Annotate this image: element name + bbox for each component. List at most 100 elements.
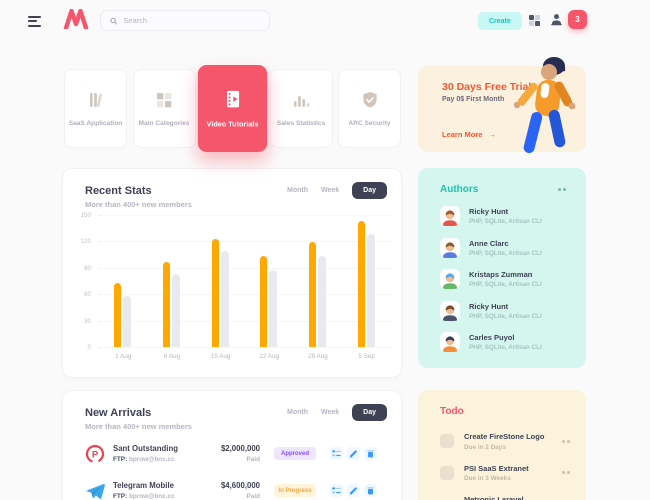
category-card-arc-security[interactable]: ARC Security xyxy=(338,69,401,148)
arrival-list: P Sant Outstanding FTP: bprow@bnc.cc $2,000… xyxy=(63,435,401,500)
bar-group[interactable]: 15 Aug xyxy=(206,215,236,360)
notification-badge[interactable]: 3 xyxy=(568,10,587,29)
author-detail: PHP, SQLite, Artisan CLI xyxy=(469,312,542,320)
y-axis-tick: 150 xyxy=(80,212,91,219)
arrow-right-icon: → xyxy=(488,130,496,139)
trial-title: 30 Days Free Trial xyxy=(442,81,532,93)
author-list-item[interactable]: Carles Puyol PHP, SQLite, Artisan CLI xyxy=(440,332,572,352)
x-axis-label: 8 Aug xyxy=(163,353,181,360)
author-detail: PHP, SQLite, Artisan CLI xyxy=(469,281,542,288)
checkbox[interactable] xyxy=(440,434,454,449)
bar-current xyxy=(260,256,268,347)
y-axis-tick: 0 xyxy=(87,344,91,351)
authors-title: Authors xyxy=(440,184,479,195)
telegram-icon xyxy=(85,481,105,500)
todo-list: Create FireStone Logo Due in 2 Days PSI Sa… xyxy=(440,432,570,500)
bar-group[interactable]: 5 Sep xyxy=(352,215,382,360)
avatar xyxy=(440,269,460,289)
author-detail: PHP, SQLite, Artisan CLI xyxy=(469,218,542,225)
table-row-telegram-mobile: Telegram Mobile FTP: bprow@bnc.cc $4,600,0… xyxy=(63,472,401,500)
apps-grid-icon[interactable] xyxy=(529,15,540,26)
category-label: SaaS Application xyxy=(68,119,123,127)
x-axis-label: 29 Aug xyxy=(308,353,328,360)
y-axis-tick: 60 xyxy=(83,291,91,299)
ftp-value: bprow@bnc.cc xyxy=(128,455,175,463)
gridline xyxy=(99,215,391,216)
author-list-item[interactable]: Ricky Hunt PHP, SQLite, Artisan CLI xyxy=(440,300,572,321)
logo-icon xyxy=(63,8,89,31)
recent-stats-title: Recent Stats xyxy=(85,185,152,197)
more-options-icon[interactable] xyxy=(562,439,570,443)
authors-card: Authors Ricky Hunt PHP, SQLite, Artisan C… xyxy=(418,168,586,368)
bar-group[interactable]: 8 Aug xyxy=(157,215,187,360)
search-input[interactable] xyxy=(123,16,260,25)
ftp-label: FTP: xyxy=(113,492,128,500)
category-label: Sales Statistics xyxy=(276,119,326,127)
x-axis-label: 1 Aug xyxy=(115,353,132,360)
todo-item-title: Create FireStone Logo xyxy=(464,432,545,441)
author-list-item[interactable]: Kristaps Zumman PHP, SQLite, Artisan CLI xyxy=(440,269,572,289)
create-button[interactable]: Create xyxy=(478,12,522,30)
y-axis-tick: 90 xyxy=(83,264,91,272)
tab-month[interactable]: Month xyxy=(286,187,308,194)
bar-group[interactable]: 1 Aug xyxy=(108,215,138,360)
todo-item: PSI SaaS Extranet Due in 3 Weeks xyxy=(440,463,570,482)
search-bar[interactable] xyxy=(100,10,270,31)
amount-note: Paid xyxy=(246,492,261,500)
more-options-icon[interactable] xyxy=(562,471,570,475)
x-axis-label: 5 Sep xyxy=(358,353,375,360)
bar-current xyxy=(211,238,219,347)
category-card-video-tutorials[interactable]: Video Tutorials xyxy=(197,65,268,152)
todo-item-due: Due in 3 Weeks xyxy=(464,475,511,482)
category-card-main-categories[interactable]: Main Categories xyxy=(132,69,196,148)
film-icon xyxy=(220,86,244,112)
bar-group[interactable]: 22 Aug xyxy=(254,215,284,360)
chart-bars-icon xyxy=(290,88,312,112)
view-button[interactable] xyxy=(330,484,343,497)
author-name: Ricky Hunt xyxy=(469,301,509,311)
table-row-sant-outstanding: P Sant Outstanding FTP: bprow@bnc.cc $2,000… xyxy=(63,435,401,472)
y-axis-tick: 120 xyxy=(80,238,91,246)
books-icon xyxy=(85,88,107,112)
tab-day[interactable]: Day xyxy=(352,404,387,421)
todo-item-title: PSI SaaS Extranet xyxy=(464,463,529,473)
arrival-name[interactable]: Telegram Mobile xyxy=(113,481,174,491)
x-axis-label: 15 Aug xyxy=(210,353,231,360)
category-card-sales-statistics[interactable]: Sales Statistics xyxy=(269,69,333,148)
author-list-item[interactable]: Anne Clarc PHP, SQLite, Artisan CLI xyxy=(440,237,572,258)
learn-more-link[interactable]: Learn More → xyxy=(442,130,496,139)
bar-current xyxy=(357,221,365,347)
hamburger-menu-icon[interactable] xyxy=(28,16,42,29)
edit-button[interactable] xyxy=(347,484,360,497)
grid-icon xyxy=(153,88,175,112)
p-badge-icon: P xyxy=(85,444,105,464)
chart-bars: 1 Aug 8 Aug 15 Aug 22 Aug 29 Aug 5 Sep xyxy=(99,215,391,360)
arrival-name[interactable]: Sant Outstanding xyxy=(113,444,178,454)
todo-item-title: Metronic Laravel StartKit xyxy=(464,495,524,500)
gridline xyxy=(99,241,391,243)
checkbox[interactable] xyxy=(440,465,454,480)
more-options-icon[interactable] xyxy=(558,188,566,191)
user-icon[interactable] xyxy=(550,13,563,31)
bar-group[interactable]: 29 Aug xyxy=(303,215,333,360)
ftp-label: FTP: xyxy=(113,455,128,463)
category-card-saas-application[interactable]: SaaS Application xyxy=(64,69,127,148)
tab-month[interactable]: Month xyxy=(286,409,308,416)
trial-subtitle: Pay 0$ First Month xyxy=(442,96,505,103)
view-button[interactable] xyxy=(330,447,343,460)
author-list: Ricky Hunt PHP, SQLite, Artisan CLI Anne C… xyxy=(440,206,572,364)
arrivals-period-tabs: Month Week Day xyxy=(287,404,387,421)
author-list-item[interactable]: Ricky Hunt PHP, SQLite, Artisan CLI xyxy=(440,206,572,226)
svg-text:P: P xyxy=(92,449,99,460)
tab-week[interactable]: Week xyxy=(320,409,340,416)
app-logo[interactable] xyxy=(63,8,89,34)
tab-week[interactable]: Week xyxy=(320,187,340,194)
new-arrivals-subtitle: More than 400+ new members xyxy=(85,422,192,431)
tab-day[interactable]: Day xyxy=(352,182,387,199)
edit-button[interactable] xyxy=(347,447,360,460)
delete-button[interactable] xyxy=(364,447,377,460)
category-cards: SaaS Application Main Categories Video Tut… xyxy=(64,65,401,152)
delete-button[interactable] xyxy=(364,484,377,497)
bar-previous xyxy=(171,274,180,347)
author-name: Kristaps Zumman xyxy=(469,270,533,279)
